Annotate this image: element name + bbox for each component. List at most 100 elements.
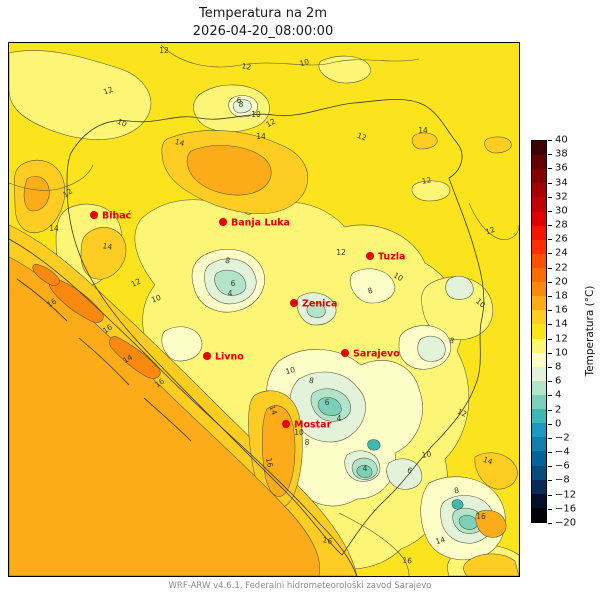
contour-value-label: 4	[228, 289, 233, 298]
contour-value-label: 16	[402, 556, 413, 566]
colorbar-tick	[548, 267, 552, 269]
colorbar-segment	[532, 465, 546, 480]
contour-value-label: 8	[239, 100, 244, 109]
contour-value-label: 14	[435, 535, 447, 546]
contour-value-label: 12	[159, 46, 169, 55]
contour-value-label: 8	[308, 376, 314, 386]
extra-isolines	[9, 44, 519, 576]
colorbar-tick-label: −6	[555, 460, 570, 472]
contour-value-label: 6	[231, 279, 236, 288]
colorbar-tick-label: −12	[555, 489, 577, 501]
colorbar-segment	[532, 338, 546, 353]
contour-value-label: 6	[325, 398, 330, 407]
city-marker-banja-luka	[219, 218, 227, 226]
contour-value-label: 10	[392, 271, 405, 284]
colorbar-tick-label: 22	[555, 262, 568, 274]
colorbar-tick-label: −4	[555, 446, 570, 458]
colorbar-tick	[548, 168, 552, 170]
colorbar-segment	[532, 239, 546, 254]
colorbar-tick	[548, 466, 552, 468]
colorbar-tick-label: −20	[555, 517, 577, 529]
colorbar-tick	[548, 140, 552, 141]
colorbar-tick	[548, 523, 552, 524]
country-border	[66, 98, 485, 556]
city-marker-zenica	[290, 299, 298, 307]
title-line-2: 2026-04-20_08:00:00	[192, 23, 334, 39]
city-marker-mostar	[282, 420, 290, 428]
colorbar-tick-label: 8	[555, 361, 562, 373]
contour-value-label: 14	[102, 241, 113, 252]
colorbar-segment	[532, 380, 546, 395]
colorbar-tick-label: 18	[555, 290, 568, 302]
colorbar-tick	[548, 366, 552, 368]
colorbar-tick	[548, 381, 552, 383]
city-label-mostar: Mostar	[294, 420, 332, 431]
colorbar-tick	[548, 452, 552, 454]
colorbar-tick	[548, 338, 552, 340]
city-label-bihać: Bihać	[102, 211, 132, 222]
colorbar-segment	[532, 366, 546, 381]
contour-value-label: 14	[121, 352, 134, 365]
contour-value-label: 14	[267, 404, 279, 416]
colorbar-tick-label: 20	[555, 276, 568, 288]
colorbar-tick	[548, 281, 552, 283]
contour-value-label: 14	[174, 137, 186, 148]
colorbar-tick-label: 38	[555, 148, 568, 160]
contour-value-label: 12	[102, 85, 114, 97]
colorbar-segment	[532, 493, 546, 508]
colorbar-segment	[532, 437, 546, 452]
colorbar-segment	[532, 394, 546, 410]
colorbar-tick	[548, 196, 552, 198]
contour-value-label: 10	[299, 57, 311, 68]
colorbar-segment	[532, 253, 546, 268]
colorbar-tick-label: 0	[555, 418, 562, 430]
contour-value-label: 16	[264, 457, 275, 468]
colorbar-tick	[548, 154, 552, 156]
colorbar-segment	[532, 282, 546, 297]
colorbar-tick-label: 6	[555, 375, 562, 387]
contour-fill-18-20	[32, 263, 161, 379]
contour-value-label: 4	[363, 464, 368, 473]
contour-value-label: 12	[130, 277, 143, 289]
contour-value-label: 6	[406, 466, 413, 476]
contour-value-label: 12	[336, 248, 346, 257]
colorbar-tick	[548, 182, 552, 184]
colorbar-tick-label: 14	[555, 318, 568, 330]
contour-value-label: 10	[251, 110, 261, 119]
colorbar-tick	[548, 395, 552, 397]
chart-title: Temperatura na 2m 2026-04-20_08:00:00	[8, 5, 518, 40]
temperature-colorbar	[531, 140, 547, 523]
colorbar-tick-label: −16	[555, 503, 577, 515]
colorbar-tick-label: 26	[555, 233, 568, 245]
map-plot-area: 12 10 12 10 8 10 12 14 14 12 12 14 12 14 14 10 12 8 6 4 12 8 1…	[8, 42, 520, 577]
colorbar-segment	[532, 267, 546, 283]
colorbar-tick-label: 10	[555, 347, 568, 359]
colorbar-tick-label: 36	[555, 162, 568, 174]
colorbar-tick	[548, 253, 552, 255]
contour-value-label: 4	[337, 414, 342, 423]
colorbar-segment	[532, 183, 546, 198]
contour-value-label: 12	[484, 225, 496, 237]
city-label-tuzla: Tuzla	[378, 252, 405, 263]
colorbar-tick-label: −8	[555, 474, 570, 486]
contour-value-label: 10	[421, 449, 432, 460]
contour-value-label: 14	[49, 224, 59, 233]
attribution-text: WRF-ARW v4.6.1, Federalni hidrometeorolo…	[168, 581, 432, 591]
colorbar-segment	[532, 141, 546, 156]
contour-value-label: 8	[366, 286, 374, 296]
colorbar-segment	[532, 296, 546, 311]
contour-value-label: 8	[453, 486, 459, 496]
colorbar-tick-label: 4	[555, 389, 562, 401]
contour-value-label: 10	[150, 293, 162, 305]
colorbar-tick	[548, 409, 552, 411]
colorbar-tick-label: 32	[555, 191, 568, 203]
colorbar-segment	[532, 479, 546, 494]
colorbar-tick	[548, 210, 552, 212]
colorbar-segment	[532, 507, 546, 522]
colorbar-tick-label: 12	[555, 333, 568, 345]
colorbar-tick-label: 16	[555, 304, 568, 316]
colorbar-tick	[548, 508, 552, 510]
colorbar-ticks: 40 38 36 34 32 30 28 26 24 22 20 18 16 14 12 10 8 6 4 2 0 −2−…	[548, 135, 598, 529]
colorbar-segment	[532, 310, 546, 325]
